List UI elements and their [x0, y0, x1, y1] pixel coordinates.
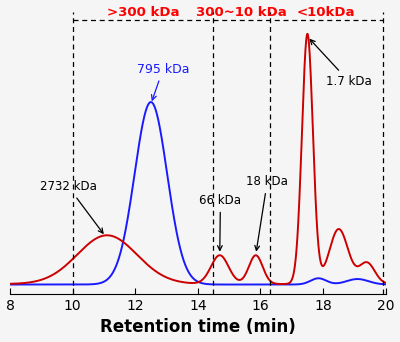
Text: 300~10 kDa: 300~10 kDa [196, 6, 287, 19]
Text: 795 kDa: 795 kDa [137, 63, 189, 100]
Text: 18 kDa: 18 kDa [246, 175, 288, 250]
Text: <10kDa: <10kDa [297, 6, 356, 19]
Text: 2732 kDa: 2732 kDa [40, 180, 103, 233]
X-axis label: Retention time (min): Retention time (min) [100, 318, 296, 337]
Text: >300 kDa: >300 kDa [107, 6, 179, 19]
Text: 66 kDa: 66 kDa [200, 194, 242, 250]
Text: 1.7 kDa: 1.7 kDa [310, 40, 372, 88]
